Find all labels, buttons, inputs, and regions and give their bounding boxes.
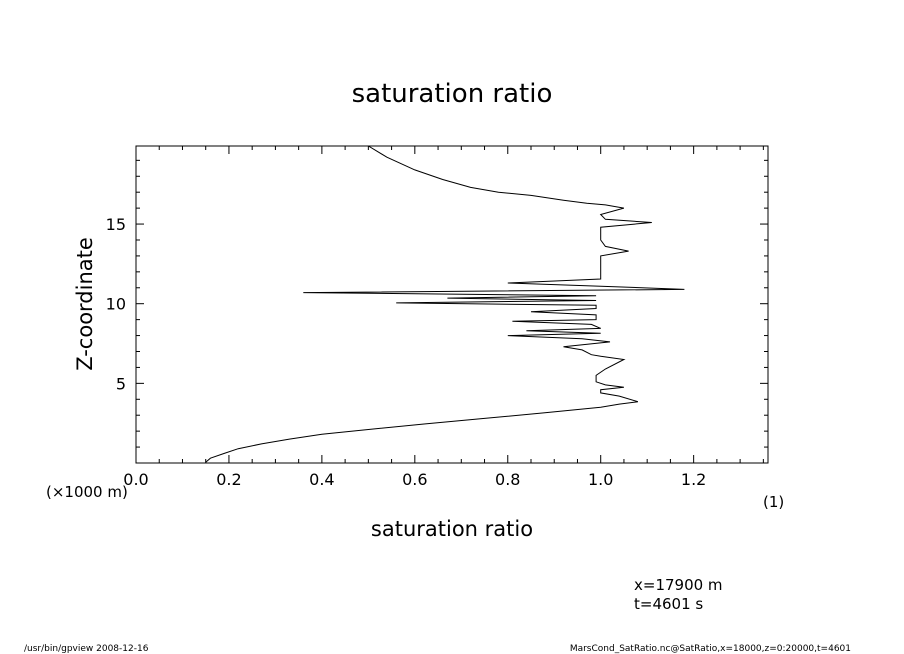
footer-right: MarsCond_SatRatio.nc@SatRatio,x=18000,z=… bbox=[570, 644, 851, 654]
x-tick-label: 0.4 bbox=[309, 470, 334, 489]
x-tick-label: 0.6 bbox=[402, 470, 427, 489]
x-tick-label: 1.2 bbox=[681, 470, 706, 489]
x-tick-labels: 0.0 0.2 0.4 0.6 0.8 1.0 1.2 bbox=[123, 470, 706, 489]
time-info: t=4601 s bbox=[634, 595, 703, 613]
x-tick-label: 0.8 bbox=[495, 470, 520, 489]
x-tick-label: 0.2 bbox=[216, 470, 241, 489]
x-tick-label: 0.0 bbox=[123, 470, 148, 489]
x-axis-label: saturation ratio bbox=[371, 517, 533, 541]
y-axis-label: Z-coordinate bbox=[73, 237, 97, 371]
x-unit-label: (1) bbox=[763, 493, 784, 511]
position-info: x=17900 m bbox=[634, 576, 723, 594]
series-line bbox=[205, 145, 685, 463]
y-tick-labels: 5 10 15 bbox=[106, 215, 126, 393]
x-tick-label: 1.0 bbox=[588, 470, 613, 489]
y-unit-label: (×1000 m) bbox=[46, 483, 128, 501]
y-tick-label: 15 bbox=[106, 215, 126, 234]
footer-left: /usr/bin/gpview 2008-12-16 bbox=[24, 644, 149, 654]
y-tick-label: 10 bbox=[106, 295, 126, 314]
plot-frame bbox=[135, 145, 769, 464]
y-tick-label: 5 bbox=[116, 374, 126, 393]
axis-ticks bbox=[135, 146, 768, 463]
chart-title: saturation ratio bbox=[352, 79, 553, 109]
